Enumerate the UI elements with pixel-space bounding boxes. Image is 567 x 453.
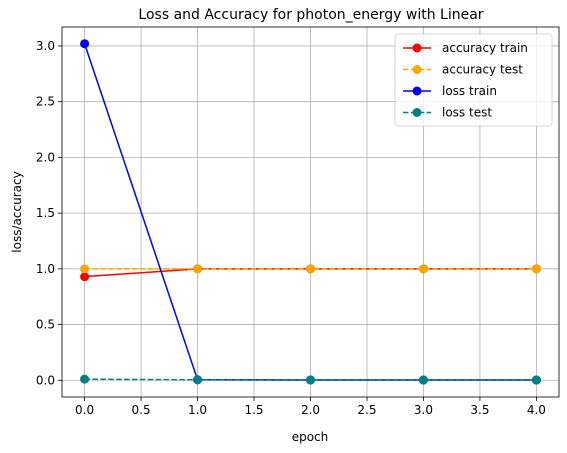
x-tick-label: 2.0	[301, 403, 320, 417]
y-tick-label: 1.5	[36, 206, 55, 220]
legend-marker-loss-train	[412, 86, 422, 96]
point-loss-train	[80, 39, 90, 49]
point-accuracy-test	[306, 264, 315, 274]
x-tick-label: 1.5	[244, 403, 263, 417]
legend-marker-loss-test	[412, 108, 422, 117]
y-tick-label: 2.5	[36, 95, 55, 109]
y-tick-label: 0.0	[36, 373, 55, 387]
point-loss-test	[306, 375, 315, 385]
x-tick-label: 0.0	[75, 403, 94, 417]
x-tick-label: 3.5	[470, 403, 489, 417]
x-axis-label: epoch	[292, 430, 329, 444]
point-accuracy-test	[193, 264, 203, 274]
y-tick-label: 3.0	[36, 39, 55, 53]
legend-label-accuracy-train: accuracy train	[442, 41, 528, 55]
x-tick-label: 1.0	[188, 403, 207, 417]
y-tick-label: 0.5	[36, 318, 55, 332]
point-loss-test	[193, 375, 203, 385]
series-layer	[80, 39, 541, 385]
y-tick-label: 2.0	[36, 150, 55, 164]
x-tick-label: 0.5	[132, 403, 151, 417]
x-tick-label: 4.0	[527, 403, 546, 417]
legend-label-loss-test: loss test	[442, 106, 492, 120]
y-axis-label: loss/accuracy	[10, 171, 24, 252]
legend-marker-accuracy-train	[412, 43, 422, 53]
point-accuracy-train	[80, 272, 90, 282]
chart-title: Loss and Accuracy for photon_energy with…	[138, 7, 483, 23]
legend-marker-accuracy-test	[412, 65, 422, 74]
legend-label-loss-train: loss train	[442, 84, 497, 98]
ticks: 0.0 0.5 1.0 1.5 2.0 2.5 3.0 3.5 4.0 0.0 0.5 1.0 1.5 2…	[36, 39, 546, 417]
point-accuracy-test	[80, 264, 90, 274]
point-loss-test	[418, 375, 428, 385]
point-loss-test	[531, 375, 541, 385]
legend: accuracy train accuracy test loss train los…	[394, 33, 553, 127]
x-tick-label: 3.0	[414, 403, 433, 417]
y-tick-label: 1.0	[36, 262, 55, 276]
legend-label-accuracy-test: accuracy test	[442, 63, 523, 77]
legend-box	[394, 33, 553, 127]
point-accuracy-test	[418, 264, 428, 274]
point-accuracy-test	[531, 264, 541, 274]
x-tick-label: 2.5	[357, 403, 376, 417]
point-loss-test	[80, 374, 90, 384]
